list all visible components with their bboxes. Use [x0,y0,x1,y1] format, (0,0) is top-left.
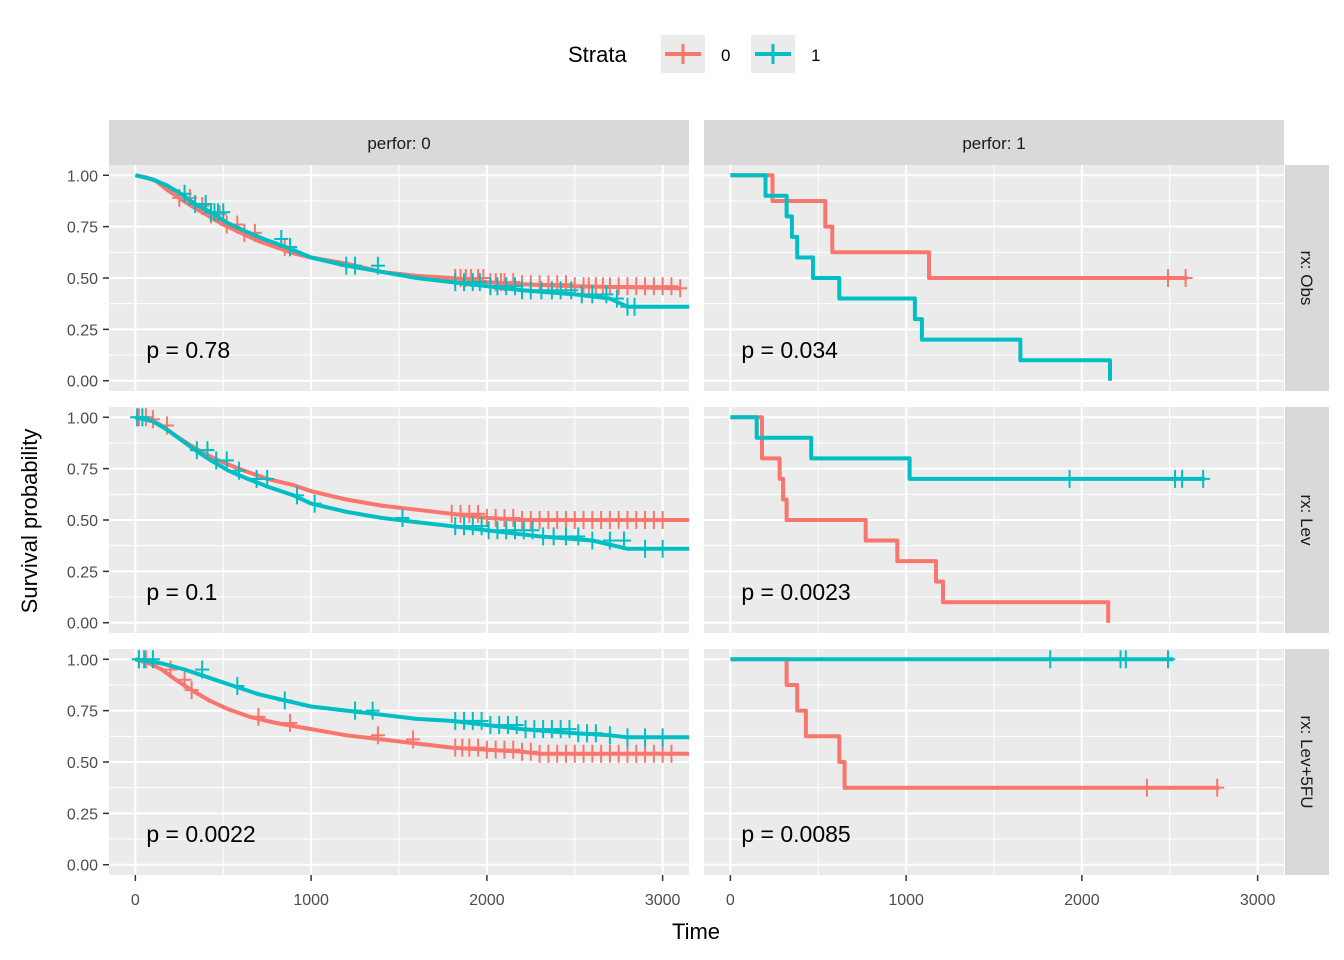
survival-curve-strata-0 [730,173,1188,280]
facet-strip-row-0 [1285,165,1329,391]
panel-r0-c0: p = 0.78 0.00 0.25 0.50 0.75 1.00 [67,165,689,391]
y-tick-label: 0.75 [67,220,98,237]
panel-r1-c1: p = 0.0023 [704,407,1284,633]
y-tick-label: 0.25 [67,806,98,823]
legend-label-0: 0 [721,46,730,65]
facet-strip-col-1-label: perfor: 1 [962,134,1025,153]
panels-layer: perfor: 0 perfor: 1 rx: Obs rx: Lev rx: Lev+… [67,120,1329,909]
survival-curve-strata-1 [730,415,1205,481]
facet-strip-col-0-label: perfor: 0 [367,134,430,153]
x-tick-label: 0 [726,892,735,909]
survival-curve-strata-1 [730,173,1112,381]
y-tick-label: 1.00 [67,410,98,427]
x-tick-label: 3000 [1240,892,1276,909]
facet-strip-col-1 [704,120,1284,165]
facet-strip-row-0-label: rx: Obs [1297,251,1316,306]
survival-curve-strata-1 [134,415,689,551]
panel-r2-c1: p = 0.0085 0 1000 2000 3000 [704,649,1284,909]
panel-r1-c0: p = 0.1 0.00 0.25 0.50 0.75 1.00 [67,407,689,633]
facet-strip-row-1-label: rx: Lev [1297,494,1316,546]
panel-r0-c1: p = 0.034 [704,165,1284,391]
y-tick-label: 0.00 [67,374,98,391]
survival-curve-strata-0 [135,173,681,291]
y-tick-label: 0.75 [67,462,98,479]
legend-label-1: 1 [811,46,820,65]
facet-strip-row-1 [1285,407,1329,633]
survival-curve-strata-0 [730,657,1219,790]
facet-strip-row-2 [1285,649,1329,875]
p-value-label: p = 0.78 [146,337,230,363]
legend-title: Strata [568,42,627,67]
y-axis-title: Survival probability [17,429,42,614]
p-value-label: p = 0.034 [741,337,838,363]
x-tick-label: 2000 [1064,892,1100,909]
x-tick-label: 3000 [645,892,681,909]
p-value-label: p = 0.0085 [741,821,850,847]
y-tick-label: 0.00 [67,616,98,633]
x-tick-label: 1000 [293,892,329,909]
y-tick-label: 0.25 [67,564,98,581]
facet-strip-col-0 [109,120,689,165]
y-tick-label: 0.50 [67,513,98,530]
p-value-label: p = 0.1 [146,579,217,605]
panel-r2-c0: p = 0.0022 0.00 0.25 0.50 0.75 1.00 0 1000 2000 3… [67,649,689,909]
p-value-label: p = 0.0022 [146,821,255,847]
y-tick-label: 0.75 [67,704,98,721]
legend: Strata 0 1 [568,35,820,73]
x-tick-label: 1000 [888,892,924,909]
y-tick-label: 0.50 [67,755,98,772]
survival-curve-strata-0 [730,415,1111,623]
y-tick-label: 0.25 [67,322,98,339]
p-value-label: p = 0.0023 [741,579,850,605]
y-tick-label: 0.50 [67,271,98,288]
survival-curve-strata-1 [134,173,689,309]
y-tick-label: 1.00 [67,168,98,185]
facet-strip-row-2-label: rx: Lev+5FU [1297,715,1316,808]
x-tick-label: 0 [131,892,140,909]
y-tick-label: 1.00 [67,652,98,669]
x-tick-label: 2000 [469,892,505,909]
x-axis-title: Time [672,919,720,944]
y-tick-label: 0.00 [67,858,98,875]
